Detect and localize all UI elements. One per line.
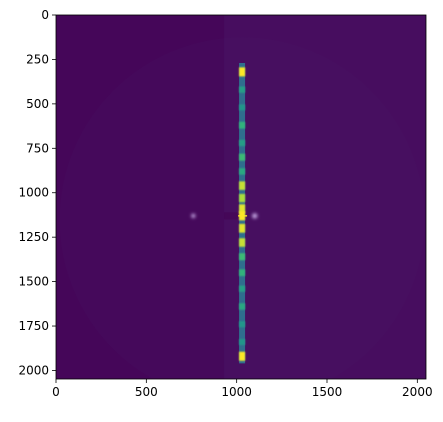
meridian-peak: [239, 121, 246, 129]
meridian-peak: [239, 181, 246, 190]
x-tick-label: 2000: [402, 385, 433, 399]
x-tick-label: 1000: [221, 385, 252, 399]
meridian-peak: [239, 168, 246, 175]
meridian-peak: [239, 153, 246, 161]
meridian-peak: [239, 269, 246, 277]
meridian-peak: [239, 321, 246, 328]
y-tick-label: 500: [26, 97, 49, 111]
meridian-peak: [239, 238, 246, 247]
y-tick-label: 1250: [18, 230, 49, 244]
meridian-peak: [239, 104, 246, 111]
meridian-peak: [239, 253, 246, 261]
beamstop-shadow: [224, 212, 243, 220]
y-axis: 0 250 500 750 1000 1250 1500 1750 2000: [18, 8, 56, 377]
off-axis-spot: [191, 213, 196, 218]
meridian-peak: [239, 351, 246, 361]
plot-area: [56, 15, 426, 379]
meridian-peak: [239, 339, 246, 346]
meridian-peak: [239, 193, 246, 203]
y-tick-label: 750: [26, 141, 49, 155]
meridian-peak: [239, 67, 246, 77]
meridian-peak: [239, 223, 246, 233]
y-tick-label: 2000: [18, 363, 49, 377]
y-tick-label: 1500: [18, 275, 49, 289]
meridian-peak: [239, 86, 246, 93]
y-tick-label: 250: [26, 52, 49, 66]
meridian-peak: [239, 139, 246, 147]
y-tick-label: 1000: [18, 186, 49, 200]
meridian-peak: [239, 285, 246, 292]
detector-panel: [224, 15, 426, 379]
plot-frame: [55, 14, 427, 380]
x-tick-label: 1500: [312, 385, 343, 399]
x-tick-label: 500: [135, 385, 158, 399]
y-tick-label: 1750: [18, 319, 49, 333]
meridian-peak: [239, 204, 246, 214]
y-tick-label: 0: [41, 8, 49, 22]
off-axis-spot: [252, 213, 258, 219]
x-axis: 0 500 1000 1500 2000: [52, 379, 433, 399]
meridian-peak: [239, 303, 246, 310]
x-tick-label: 0: [52, 385, 60, 399]
